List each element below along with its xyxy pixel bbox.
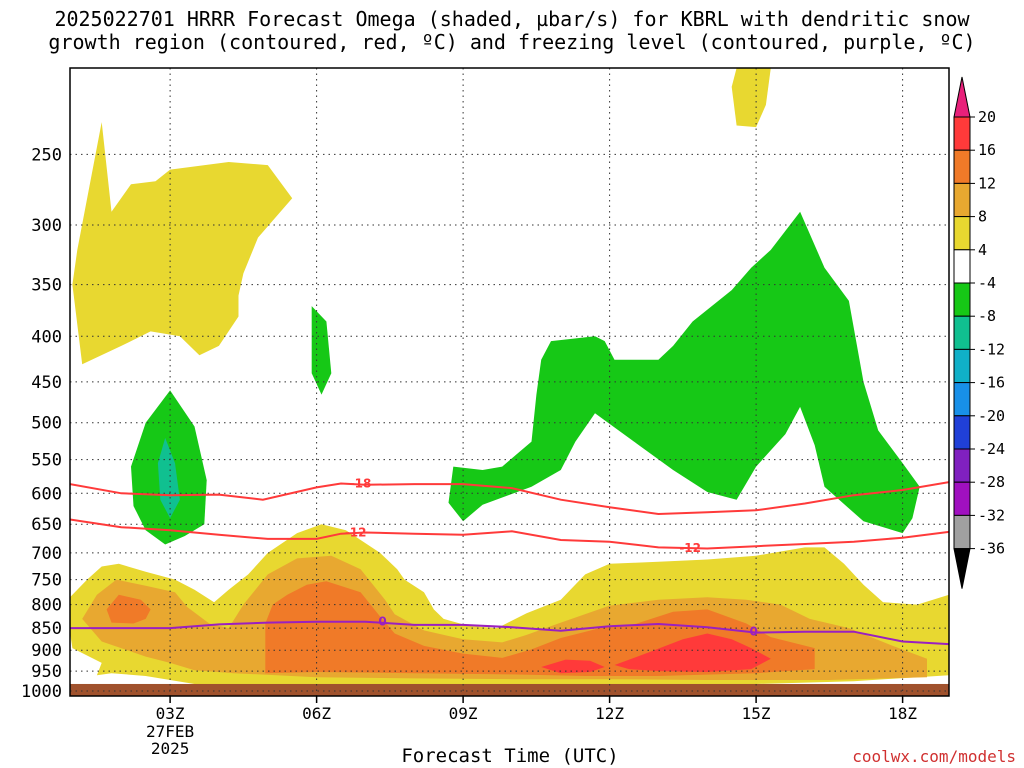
colorbar-swatch — [953, 348, 971, 384]
y-tick-label: 550 — [31, 451, 62, 471]
x-date-label: 27FEB — [146, 722, 194, 741]
y-tick-label: 250 — [31, 145, 62, 165]
omega-region-5 — [448, 211, 920, 534]
colorbar-swatch — [953, 182, 971, 218]
colorbar: 20 16 12 8 4 -4 -8 -12 -16 -20 -24 -28 -32 -36 — [953, 76, 1005, 589]
credit-link[interactable]: coolwx.com/models — [852, 747, 1016, 766]
y-tick-label: 900 — [31, 641, 62, 661]
colorbar-swatch — [953, 415, 971, 450]
y-tick-label: 300 — [31, 216, 62, 236]
colorbar-label: 20 — [978, 108, 996, 126]
colorbar-label: -4 — [978, 274, 996, 292]
omega-region-11 — [614, 633, 771, 672]
colorbar-label: -36 — [978, 540, 1005, 558]
omega-region-1 — [731, 68, 771, 128]
colorbar-label: -12 — [978, 340, 1005, 358]
y-tick-label: 950 — [31, 662, 62, 682]
y-tick-label: 1000 — [21, 682, 62, 702]
y-tick-label: 750 — [31, 571, 62, 591]
colorbar-label: -24 — [978, 440, 1005, 458]
temperature-contours: -18 -12 -12 0 0 — [70, 476, 949, 646]
x-tick-label: 03Z — [156, 704, 185, 723]
omega-region-10 — [541, 659, 605, 674]
colorbar-label: -8 — [978, 307, 996, 325]
contour-line--18 — [70, 481, 949, 516]
surface-layer — [70, 683, 949, 696]
colorbar-cap-top — [953, 76, 971, 118]
x-axis-title: Forecast Time (UTC) — [401, 745, 619, 767]
contour-line--12 — [70, 518, 949, 550]
y-tick-label: 700 — [31, 544, 62, 564]
colorbar-swatch — [953, 282, 971, 317]
colorbar-label: -16 — [978, 374, 1005, 392]
contour-line-0 — [70, 620, 949, 646]
x-tick-label: 09Z — [449, 704, 478, 723]
y-tick-label: 450 — [31, 373, 62, 393]
colorbar-swatch — [953, 149, 971, 184]
colorbar-swatch — [953, 216, 971, 251]
y-tick-label: 500 — [31, 414, 62, 434]
y-axis: 2503003504004505005506006507007508008509… — [21, 145, 62, 702]
colorbar-label: -28 — [978, 473, 1005, 491]
colorbar-swatch — [953, 315, 971, 350]
colorbar-label: -32 — [978, 506, 1005, 524]
y-tick-label: 350 — [31, 276, 62, 296]
grid-lines — [70, 68, 949, 696]
colorbar-swatch — [953, 448, 971, 483]
colorbar-swatch — [953, 481, 971, 516]
colorbar-swatch — [953, 116, 971, 151]
contour-label: 0 — [749, 624, 757, 638]
omega-region-4 — [157, 437, 180, 519]
omega-regions — [70, 68, 949, 684]
chart-title: 2025022701 HRRR Forecast Omega (shaded, … — [48, 7, 976, 54]
colorbar-label: 12 — [978, 174, 996, 192]
colorbar-label: 8 — [978, 208, 987, 226]
y-tick-label: 800 — [31, 596, 62, 616]
colorbar-label: 16 — [978, 141, 996, 159]
surface-band — [70, 683, 949, 696]
omega-region-2 — [311, 306, 332, 395]
contour-label: -12 — [345, 525, 367, 539]
x-tick-label: 15Z — [742, 704, 771, 723]
x-date-label: 2025 — [151, 739, 190, 758]
contour-label: -12 — [679, 541, 701, 555]
colorbar-swatch — [953, 514, 971, 550]
omega-region-0 — [72, 122, 293, 365]
colorbar-label: 4 — [978, 241, 987, 259]
omega-region-8 — [106, 594, 151, 624]
y-tick-label: 650 — [31, 515, 62, 535]
contour-label: 0 — [378, 615, 386, 629]
y-tick-label: 400 — [31, 327, 62, 347]
x-tick-label: 12Z — [595, 704, 624, 723]
contour-label: -18 — [350, 476, 372, 490]
x-tick-label: 18Z — [888, 704, 917, 723]
colorbar-cap-bottom — [953, 548, 971, 589]
x-tick-label: 06Z — [302, 704, 331, 723]
y-tick-label: 600 — [31, 484, 62, 504]
colorbar-label: -20 — [978, 407, 1005, 425]
y-tick-label: 850 — [31, 619, 62, 639]
colorbar-swatch — [953, 249, 971, 284]
colorbar-swatch — [953, 382, 971, 417]
plot-frame — [69, 67, 950, 697]
